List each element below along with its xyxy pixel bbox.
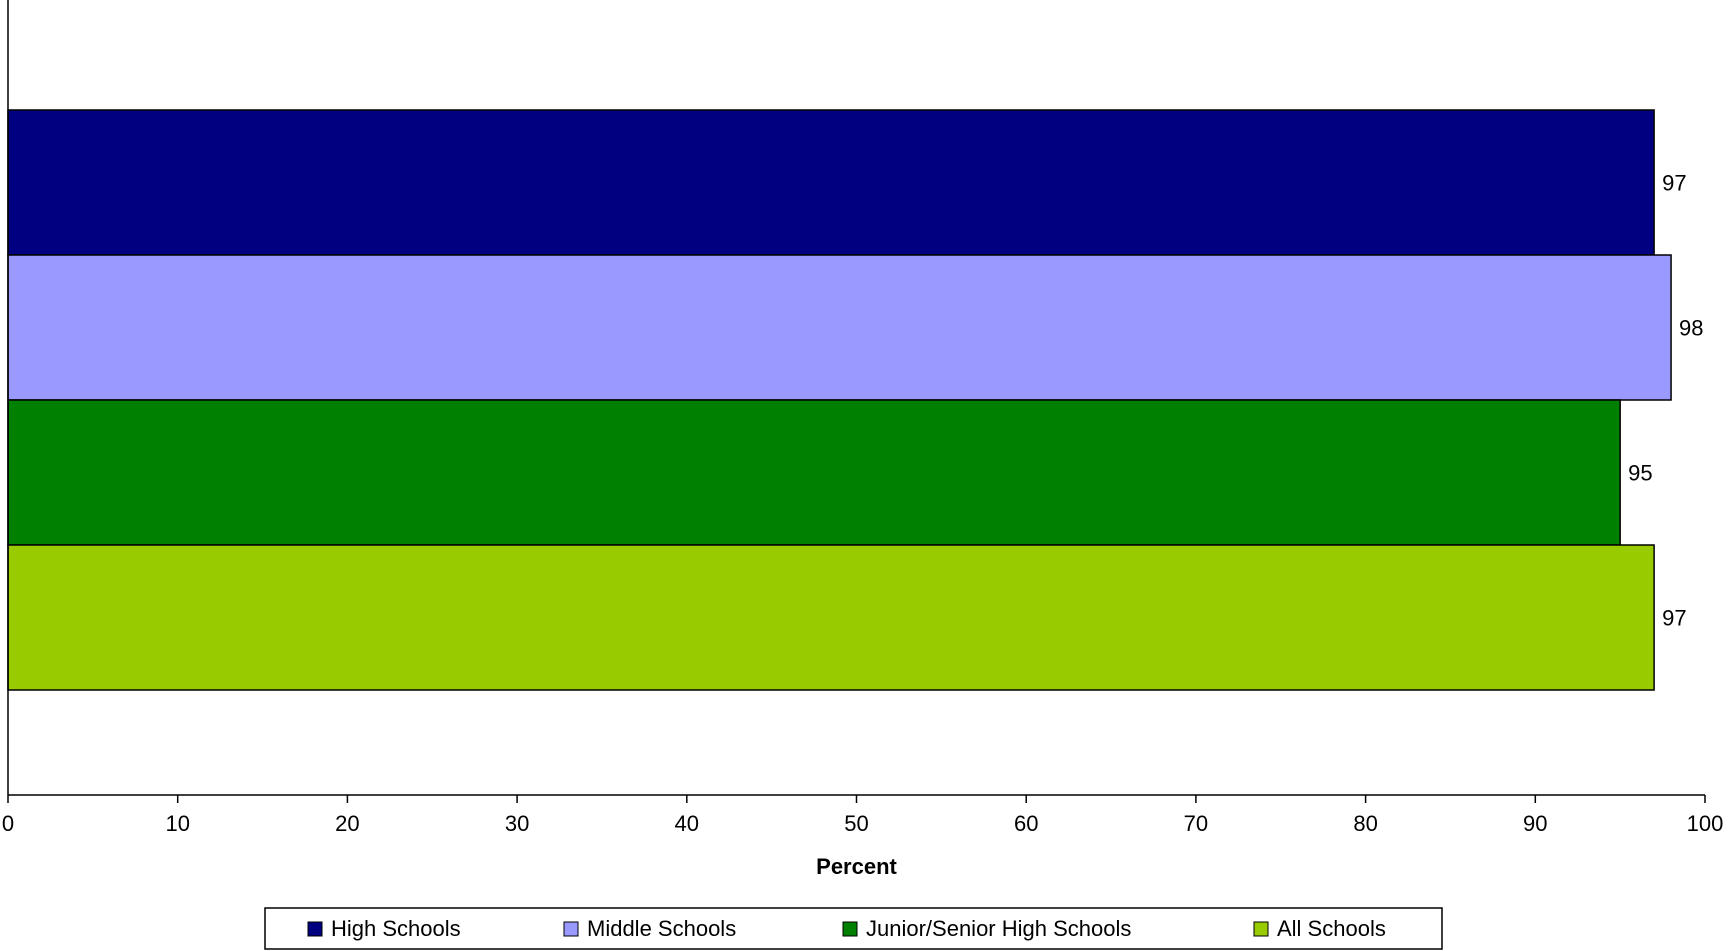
x-tick-label-0: 0 <box>2 811 14 836</box>
data-label-2: 95 <box>1628 461 1652 486</box>
data-label-1: 98 <box>1679 316 1703 341</box>
x-tick-label-10: 100 <box>1687 811 1724 836</box>
x-tick-label-4: 40 <box>675 811 699 836</box>
legend-swatch-2 <box>842 921 858 937</box>
legend-swatch-3 <box>1253 921 1269 937</box>
bars-group <box>7 109 1672 691</box>
x-ticks-group: 0 10 20 30 40 50 60 70 80 90 100 <box>2 795 1723 836</box>
x-tick-label-1: 10 <box>165 811 189 836</box>
bar-1 <box>7 254 1672 401</box>
legend-label-1: Middle Schools <box>587 916 736 941</box>
x-tick-label-2: 20 <box>335 811 359 836</box>
legend-label-2: Junior/Senior High Schools <box>866 916 1131 941</box>
data-label-0: 97 <box>1662 171 1686 196</box>
x-axis-title: Percent <box>816 854 897 879</box>
bar-0 <box>7 109 1655 256</box>
bar-3 <box>7 544 1655 691</box>
x-tick-label-7: 70 <box>1184 811 1208 836</box>
legend-label-3: All Schools <box>1277 916 1386 941</box>
legend-swatch-1 <box>563 921 579 937</box>
legend-swatch-0 <box>307 921 323 937</box>
data-label-3: 97 <box>1662 606 1686 631</box>
x-tick-label-5: 50 <box>844 811 868 836</box>
legend-items: High Schools Middle Schools Junior/Senior … <box>307 916 1386 941</box>
legend-label-0: High Schools <box>331 916 461 941</box>
x-tick-label-6: 60 <box>1014 811 1038 836</box>
legend: High Schools Middle Schools Junior/Senior … <box>264 907 1443 950</box>
x-tick-label-9: 90 <box>1523 811 1547 836</box>
x-tick-label-8: 80 <box>1353 811 1377 836</box>
x-tick-label-3: 30 <box>505 811 529 836</box>
bar-2 <box>7 399 1621 546</box>
data-labels-group: 97 98 95 97 <box>1628 171 1703 631</box>
